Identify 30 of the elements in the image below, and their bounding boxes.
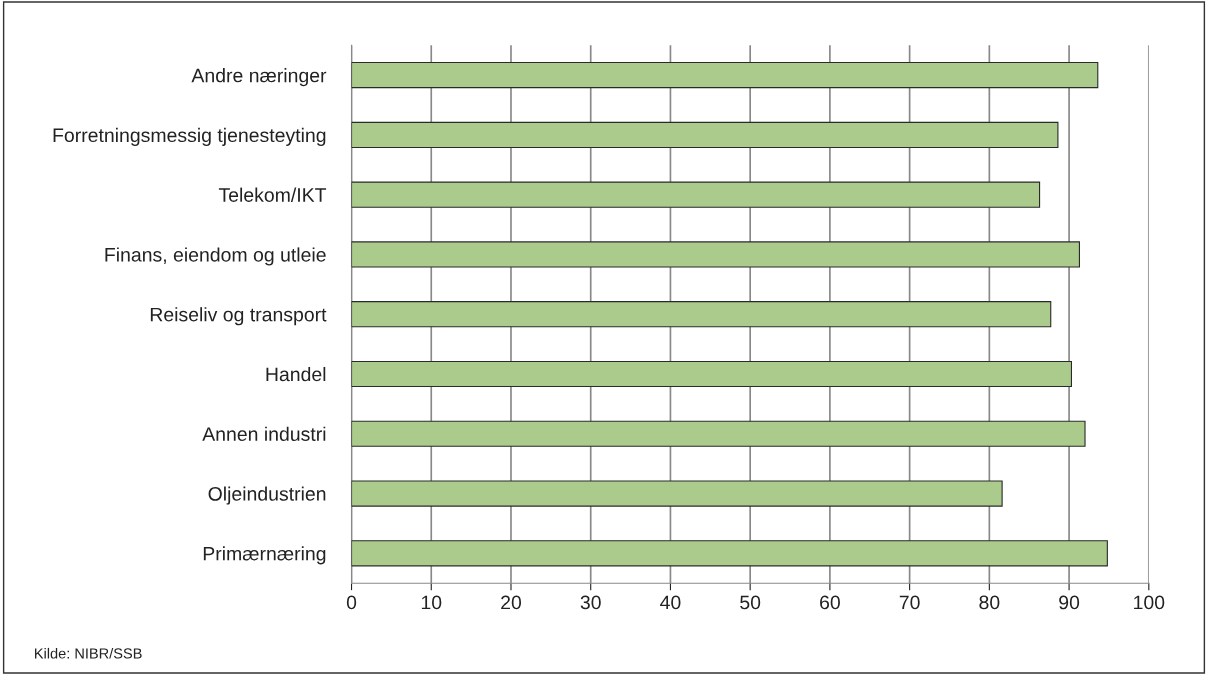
bar	[351, 181, 1041, 208]
x-tick-label: 70	[899, 595, 920, 610]
bar	[351, 420, 1086, 447]
y-tick-label: Forretningsmessig tjenesteyting	[53, 127, 326, 146]
x-tick-label: 20	[501, 595, 522, 610]
y-tick-label: Reiseliv og transport	[150, 307, 327, 326]
y-tick-label: Oljeindustrien	[208, 486, 326, 505]
bar	[351, 241, 1080, 268]
text: Kilde: NIBR/SSB	[35, 647, 142, 659]
y-tick-label: Finans, eiendom og utleie	[105, 247, 326, 266]
x-tick-label: 60	[820, 595, 840, 610]
bar	[351, 62, 1099, 89]
x-tick-label: 50	[740, 595, 761, 610]
bar	[351, 540, 1108, 567]
bar	[351, 301, 1052, 328]
x-tick-label: 40	[660, 595, 681, 610]
x-tick-label: 0	[346, 595, 357, 610]
y-tick-label: Telekom/IKT	[218, 187, 327, 202]
bar	[351, 121, 1059, 148]
bar	[351, 480, 1003, 507]
y-tick-label: Handel	[266, 366, 326, 382]
y-tick-label: Primærnæring	[203, 546, 326, 565]
x-tick-label: 90	[1059, 595, 1080, 610]
y-tick-label: Andre næringer	[191, 68, 327, 87]
x-tick-label: 10	[421, 595, 442, 610]
bar	[351, 360, 1073, 388]
x-tick-label: 100	[1134, 595, 1165, 610]
y-tick-label: Annen industri	[202, 426, 326, 441]
x-tick-label: 30	[580, 595, 601, 610]
x-tick-label: 80	[979, 595, 1000, 610]
